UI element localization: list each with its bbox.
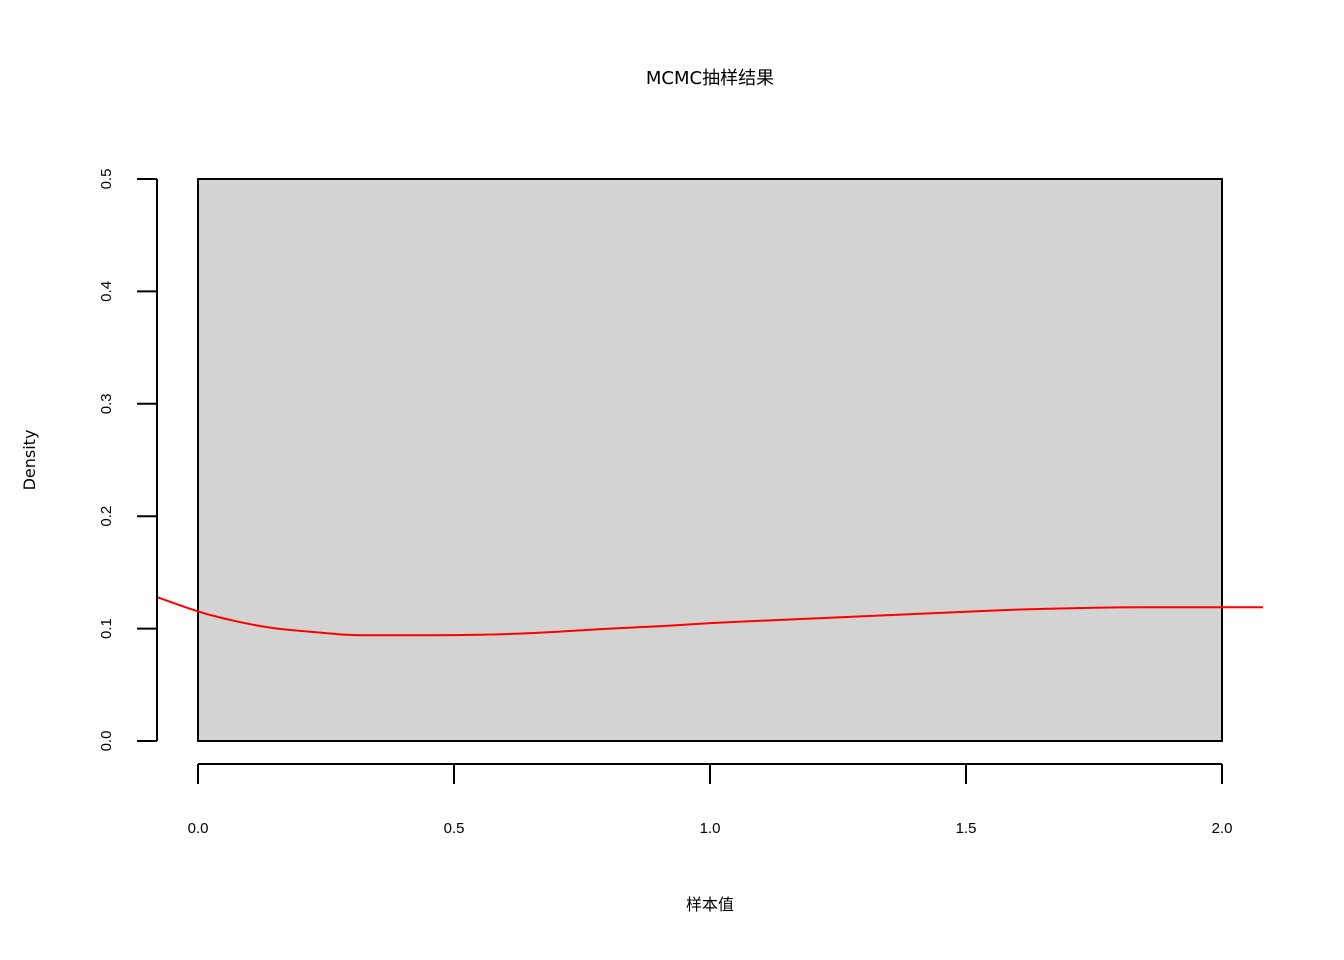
y-tick-label-4: 0.4	[98, 281, 115, 302]
x-axis: 0.0 0.5 1.0 1.5 2.0	[188, 763, 1233, 837]
x-tick-label-0: 0.0	[188, 820, 209, 837]
x-tick-label-1: 0.5	[444, 820, 465, 837]
y-tick-label-2: 0.2	[98, 506, 115, 527]
y-tick-label-5: 0.5	[98, 169, 115, 190]
y-axis: 0.0 0.1 0.2 0.3 0.4 0.5	[98, 169, 158, 752]
histogram-bar-0	[197, 178, 1223, 742]
density-curve	[156, 596, 1263, 637]
y-tick-label-0: 0.0	[98, 731, 115, 752]
chart-title: MCMC抽样结果	[646, 68, 774, 89]
x-tick-label-4: 2.0	[1212, 820, 1233, 837]
curve-layer	[156, 596, 1263, 637]
y-axis-title: Density	[20, 430, 39, 491]
bars-layer	[197, 178, 1223, 742]
x-tick-label-3: 1.5	[956, 820, 977, 837]
x-tick-label-2: 1.0	[700, 820, 721, 837]
x-axis-title: 样本值	[686, 895, 734, 914]
y-tick-label-1: 0.1	[98, 618, 115, 639]
y-tick-label-3: 0.3	[98, 393, 115, 414]
